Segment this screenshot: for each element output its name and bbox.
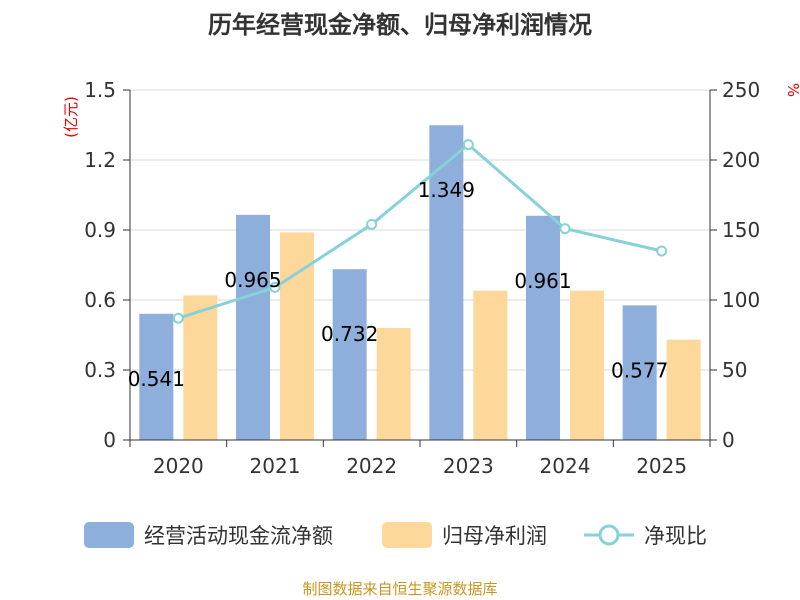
bar-net-profit — [473, 290, 508, 440]
right-tick-label: 150 — [722, 218, 760, 242]
right-tick-label: 0 — [722, 428, 735, 452]
chart-title: 历年经营现金净额、归母净利润情况 — [208, 11, 592, 39]
bar-net-profit — [666, 339, 701, 440]
x-tick-label: 2025 — [636, 454, 687, 478]
left-tick-label: 0 — [103, 428, 116, 452]
left-tick-label: 0.9 — [84, 218, 116, 242]
right-axis-unit: % — [784, 83, 800, 97]
data-label-cash-flow: 0.732 — [321, 322, 378, 346]
x-tick-label: 2021 — [250, 454, 301, 478]
bar-net-profit — [280, 232, 314, 440]
bar-cash-flow — [526, 215, 560, 440]
right-tick-label: 250 — [722, 78, 760, 102]
x-tick-label: 2024 — [540, 454, 591, 478]
right-tick-label: 50 — [722, 358, 747, 382]
right-tick-label: 100 — [722, 288, 760, 312]
data-label-cash-flow: 0.541 — [128, 367, 185, 391]
left-tick-label: 0.6 — [84, 288, 116, 312]
left-tick-label: 1.2 — [84, 148, 116, 172]
bar-net-profit — [376, 328, 411, 440]
legend-item-ratio[interactable]: 净现比 — [584, 524, 707, 548]
left-tick-label: 0.3 — [84, 358, 116, 382]
ratio-point — [366, 218, 378, 230]
gridlines — [130, 89, 710, 371]
data-label-cash-flow: 0.577 — [611, 358, 668, 382]
bar-cash-flow — [622, 305, 657, 440]
legend-item-net-profit[interactable]: 归母净利润 — [382, 522, 547, 548]
data-label-cash-flow: 1.349 — [418, 178, 475, 202]
ratio-line — [172, 139, 668, 324]
x-tick-label: 2020 — [153, 454, 204, 478]
legend-swatch-net-profit — [382, 522, 432, 548]
bar-cash-flow — [429, 125, 464, 440]
x-tick-label: 2023 — [443, 454, 494, 478]
data-label-cash-flow: 0.965 — [224, 268, 281, 292]
ratio-point — [559, 223, 571, 235]
x-tick-label: 2022 — [346, 454, 397, 478]
legend: 经营活动现金流净额 归母净利润 净现比 — [84, 522, 707, 548]
legend-label-ratio: 净现比 — [644, 524, 707, 548]
legend-item-cash-flow[interactable]: 经营活动现金流净额 — [84, 522, 333, 548]
data-source-note: 制图数据来自恒生聚源数据库 — [302, 580, 497, 598]
right-tick-label: 200 — [722, 148, 760, 172]
ratio-point — [172, 312, 184, 324]
legend-label-net-profit: 归母净利润 — [442, 524, 547, 548]
bar-net-profit — [570, 290, 604, 440]
ratio-point — [269, 281, 281, 293]
ratio-line-path — [177, 142, 663, 320]
ratio-point — [656, 245, 668, 257]
bar-cash-flow — [236, 214, 270, 440]
bar-net-profit — [183, 295, 218, 440]
axes: 0 0.3 0.6 0.9 1.2 1.5 0 50 100 150 200 250 2020 2021 2… — [84, 78, 760, 478]
left-tick-label: 1.5 — [84, 78, 116, 102]
legend-swatch-cash-flow — [84, 522, 134, 548]
bars — [139, 125, 701, 440]
bar-cash-flow — [139, 313, 174, 440]
legend-marker-ratio — [598, 524, 620, 546]
data-labels: 0.541 0.965 0.732 1.349 0.961 0.577 — [128, 178, 669, 391]
bar-cash-flow — [332, 269, 367, 440]
data-label-cash-flow: 0.961 — [514, 269, 571, 293]
legend-label-cash-flow: 经营活动现金流净额 — [144, 524, 333, 548]
left-axis-unit: (亿元) — [62, 96, 80, 138]
ratio-point — [462, 139, 474, 151]
